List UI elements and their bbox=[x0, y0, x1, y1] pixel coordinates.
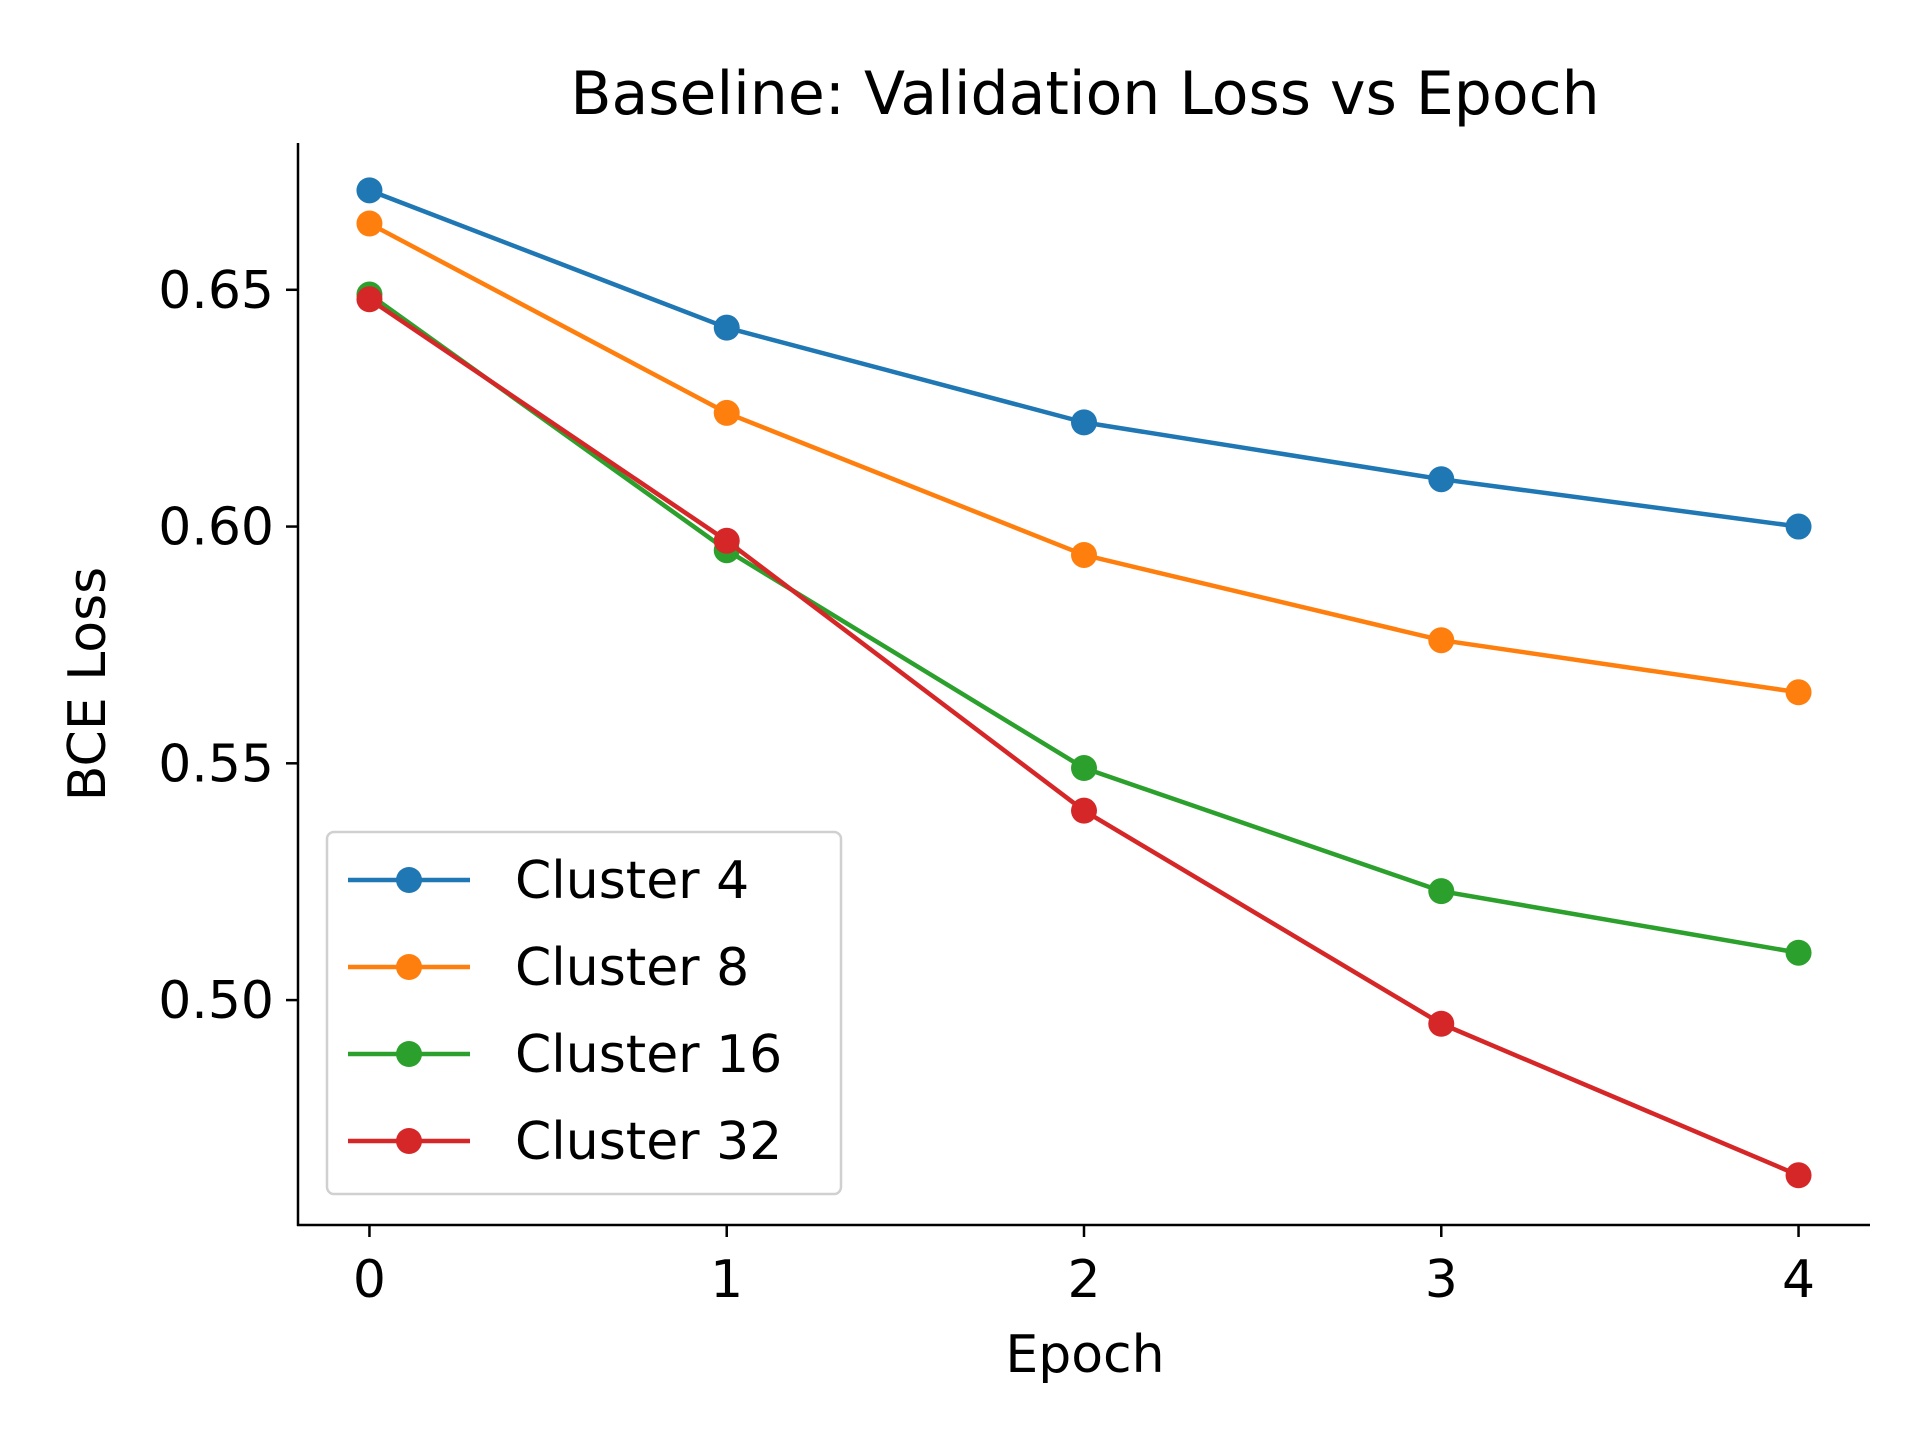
data-point-cluster-32 bbox=[356, 286, 383, 313]
x-tick-label: 0 bbox=[353, 1250, 386, 1310]
y-ticks: 0.50 0.55 0.60 0.65 bbox=[158, 261, 298, 1031]
series-cluster-4 bbox=[356, 177, 1812, 540]
x-tick-label: 3 bbox=[1425, 1250, 1458, 1310]
data-point-cluster-32 bbox=[1428, 1010, 1455, 1037]
y-tick-label: 0.55 bbox=[158, 734, 274, 794]
y-tick-label: 0.50 bbox=[158, 971, 274, 1031]
data-point-cluster-32 bbox=[1785, 1162, 1812, 1189]
data-point-cluster-16 bbox=[1071, 755, 1097, 782]
x-tick-label: 2 bbox=[1067, 1250, 1100, 1310]
data-point-cluster-16 bbox=[1785, 939, 1812, 966]
x-tick-label: 1 bbox=[710, 1250, 743, 1310]
data-point-cluster-8 bbox=[1785, 679, 1812, 706]
data-point-cluster-32 bbox=[1071, 797, 1097, 824]
legend-item-cluster-32: Cluster 32 bbox=[348, 1112, 782, 1172]
legend-label: Cluster 16 bbox=[515, 1025, 782, 1085]
legend-marker bbox=[396, 954, 422, 980]
data-point-cluster-8 bbox=[1428, 627, 1455, 654]
data-point-cluster-8 bbox=[356, 210, 383, 237]
x-tick-label: 4 bbox=[1782, 1250, 1815, 1310]
legend-item-cluster-16: Cluster 16 bbox=[348, 1025, 782, 1085]
x-ticks: 0 1 2 3 4 bbox=[353, 1225, 1815, 1310]
data-point-cluster-4 bbox=[713, 314, 740, 341]
data-point-cluster-32 bbox=[713, 527, 740, 554]
x-axis-label: Epoch bbox=[1005, 1325, 1164, 1385]
legend-marker bbox=[396, 1041, 422, 1067]
data-point-cluster-8 bbox=[713, 399, 740, 426]
y-axis-label: BCE Loss bbox=[58, 567, 118, 802]
legend-item-cluster-4: Cluster 4 bbox=[348, 851, 749, 911]
legend-marker bbox=[396, 1128, 422, 1154]
y-tick-label: 0.60 bbox=[158, 498, 274, 558]
legend-item-cluster-8: Cluster 8 bbox=[348, 938, 749, 998]
data-point-cluster-16 bbox=[1428, 878, 1455, 905]
series-cluster-32 bbox=[356, 286, 1812, 1189]
data-point-cluster-4 bbox=[1071, 409, 1097, 436]
data-point-cluster-4 bbox=[1428, 466, 1455, 493]
data-point-cluster-4 bbox=[356, 177, 383, 204]
legend-label: Cluster 8 bbox=[515, 938, 749, 998]
chart-title: Baseline: Validation Loss vs Epoch bbox=[570, 59, 1599, 129]
data-point-cluster-4 bbox=[1785, 513, 1812, 540]
series-cluster-8 bbox=[356, 210, 1812, 706]
legend-frame bbox=[325, 830, 843, 1196]
legend: Cluster 4 Cluster 8 Cluster 16 Cluster 32 bbox=[325, 830, 843, 1196]
y-tick-label: 0.65 bbox=[158, 261, 274, 321]
plot-area bbox=[356, 177, 1812, 1189]
legend-label: Cluster 4 bbox=[515, 851, 749, 911]
data-point-cluster-8 bbox=[1071, 541, 1097, 568]
legend-marker bbox=[396, 867, 422, 893]
legend-label: Cluster 32 bbox=[515, 1112, 782, 1172]
